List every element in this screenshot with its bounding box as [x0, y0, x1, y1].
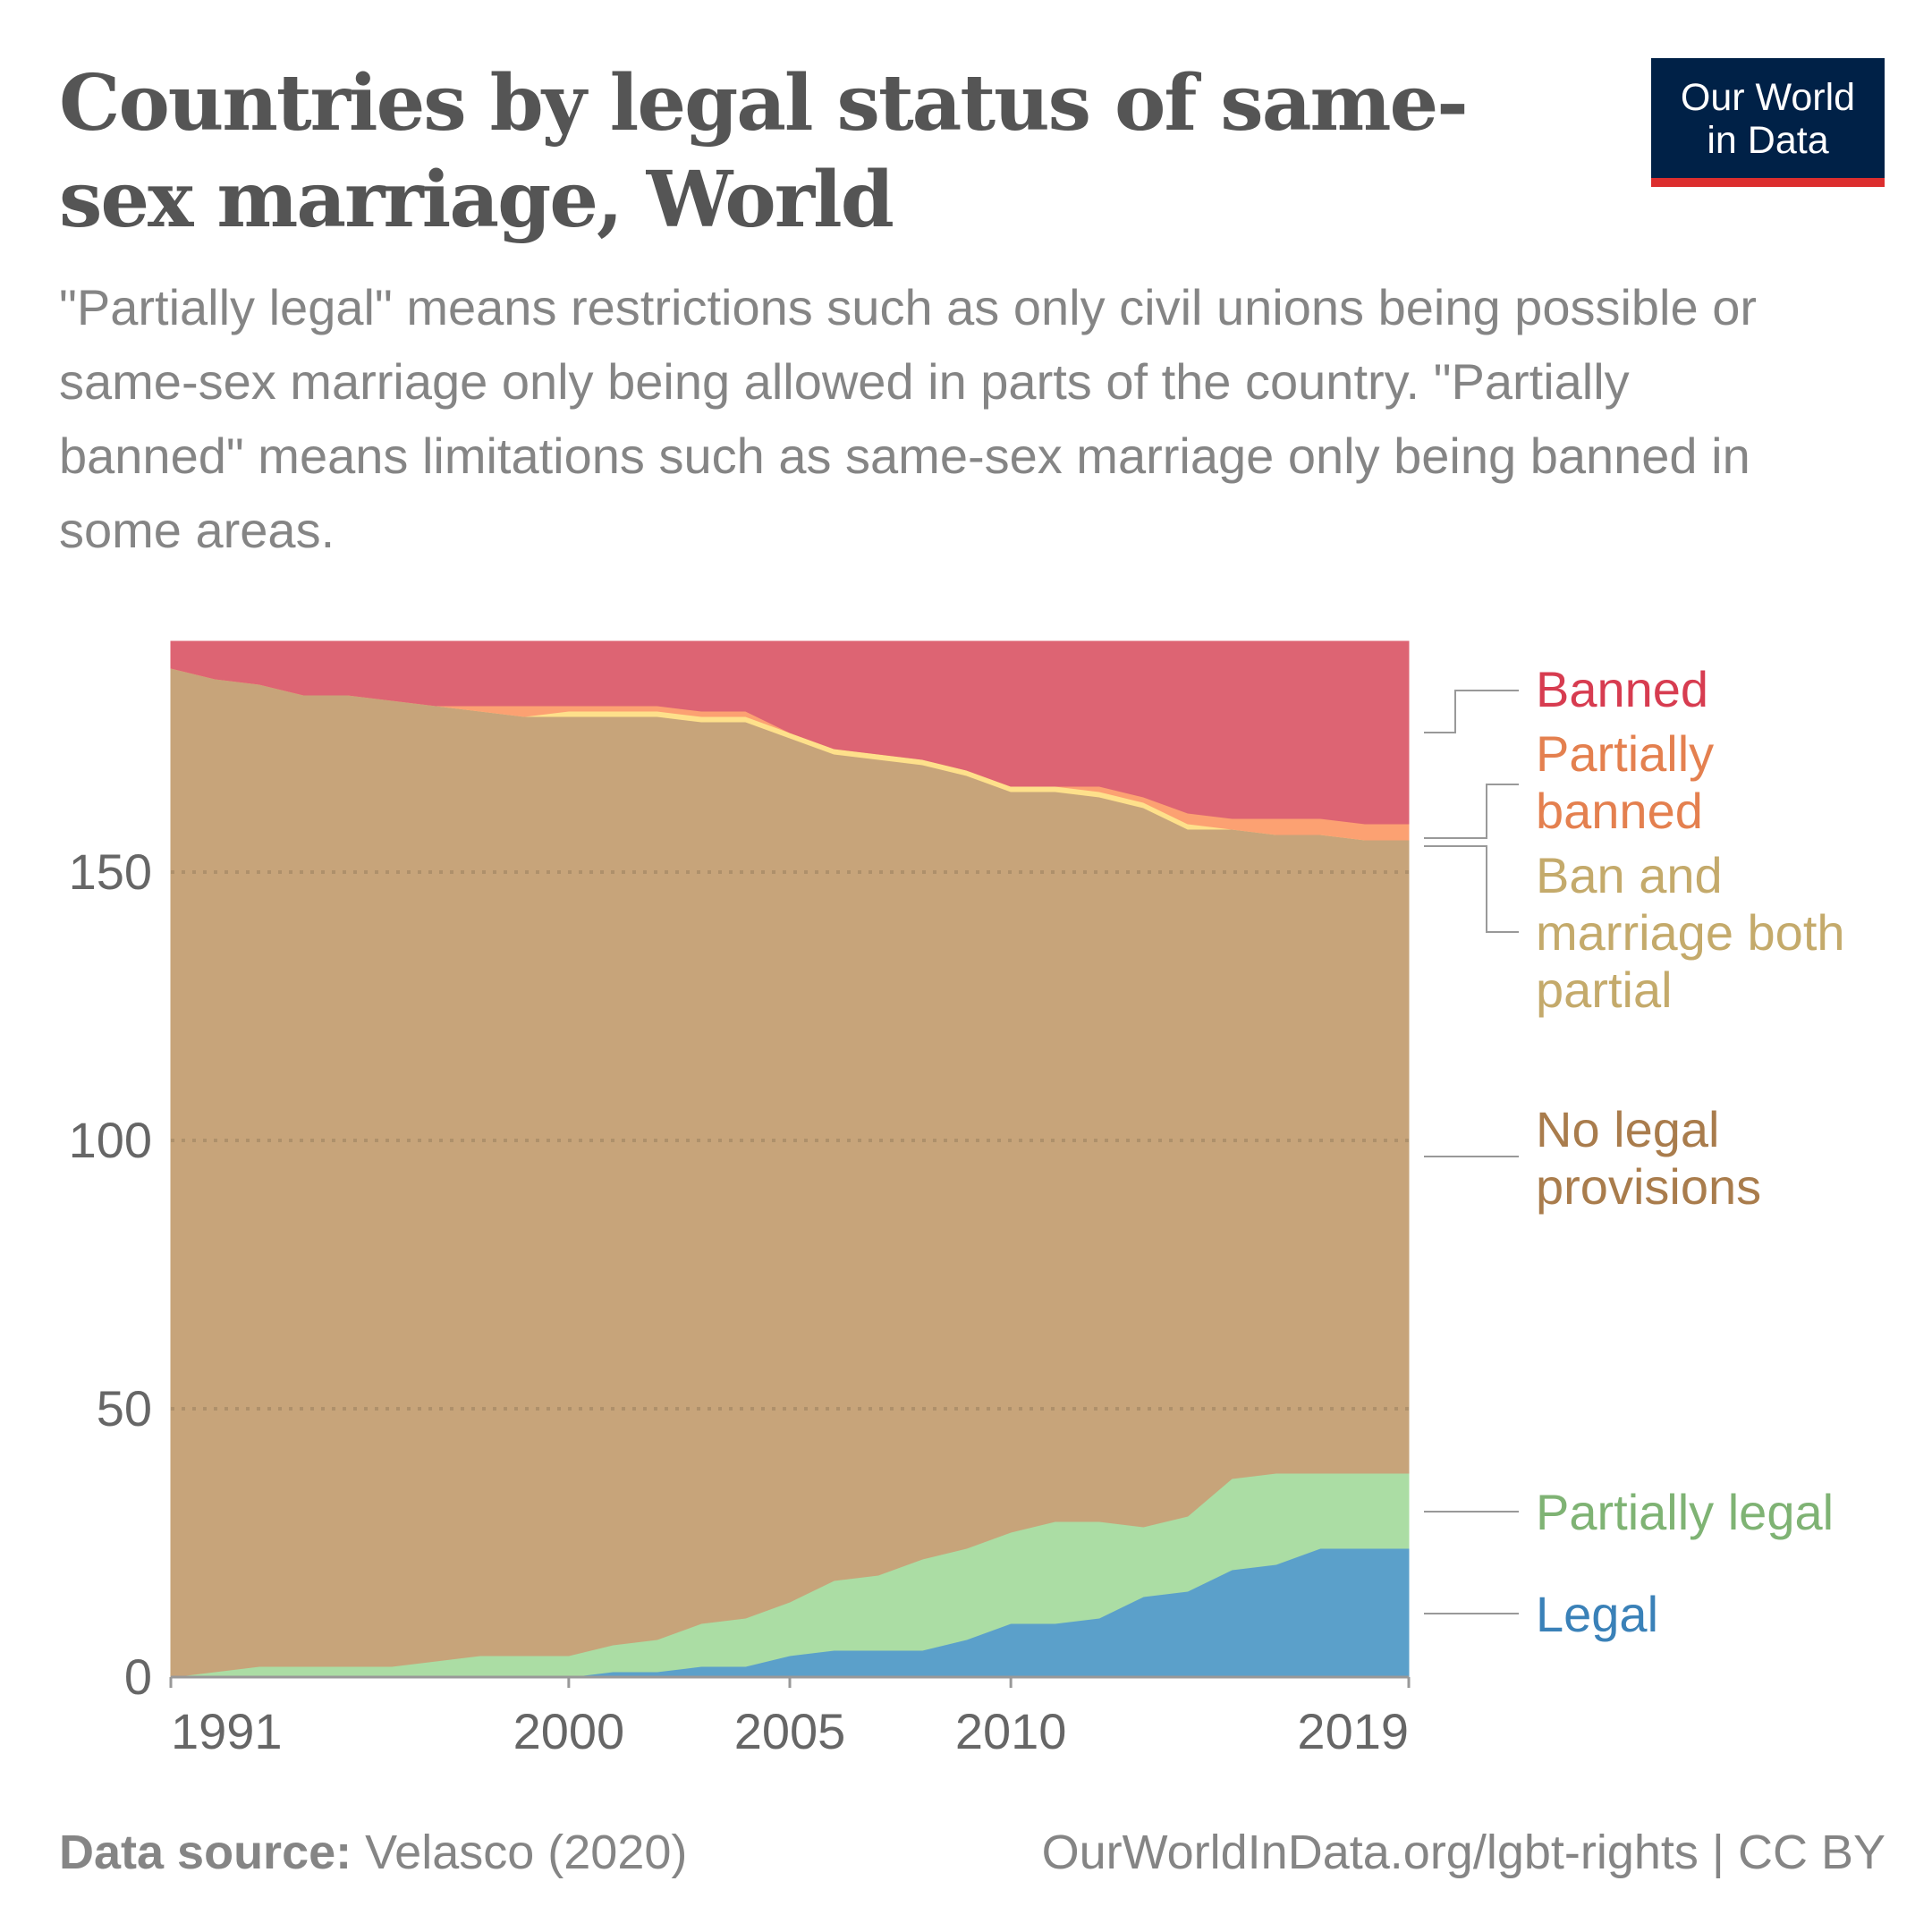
logo-line-1: Our World [1680, 76, 1856, 119]
legend-connector [1424, 784, 1519, 839]
legend-label-line: provisions [1536, 1158, 1761, 1215]
legend-label[interactable]: Ban and marriage both partialBan andmarr… [1536, 847, 1845, 1018]
legend-label[interactable]: Partially bannedPartiallybanned [1536, 725, 1714, 839]
x-tick-label: 1991 [171, 1703, 283, 1759]
chart-subtitle: "Partially legal" means restrictions suc… [59, 279, 1757, 558]
legend-label[interactable]: Partially legalPartially legal [1536, 1484, 1834, 1540]
y-tick-label: 50 [97, 1380, 152, 1436]
legend-label-line: Legal [1536, 1586, 1658, 1642]
legend: LegalLegal Partially legalPartially legal… [1424, 661, 1845, 1642]
legend-label[interactable]: LegalLegal [1536, 1586, 1658, 1642]
chart-title: Countries by legal status of same-sex ma… [59, 58, 1469, 245]
y-tick-label: 0 [124, 1648, 152, 1705]
x-tick-label: 2005 [734, 1703, 846, 1759]
data-source: Data source: Velasco (2020) [59, 1825, 687, 1880]
source-value: Velasco (2020) [365, 1826, 688, 1879]
x-tick-label: 2010 [955, 1703, 1067, 1759]
source-label: Data source: [59, 1826, 352, 1879]
url-license[interactable]: OurWorldInData.org/lgbt-rights | CC BY [1041, 1826, 1885, 1879]
legend-label-line: Banned [1536, 661, 1708, 717]
areas [170, 640, 1410, 1678]
legend-label-line: banned [1536, 783, 1703, 839]
area-banned[interactable] [170, 640, 1410, 825]
logo-red-bar [1651, 178, 1885, 187]
logo-line-2: in Data [1707, 119, 1829, 162]
legend-label-line: Partially legal [1536, 1484, 1834, 1540]
legend-label-line: Ban and [1536, 847, 1723, 903]
legend-label-line: No legal [1536, 1101, 1719, 1157]
owid-logo[interactable]: Our World in Data [1651, 58, 1885, 187]
legend-connector [1424, 845, 1519, 933]
x-tick-label: 2019 [1297, 1703, 1409, 1759]
legend-label-line: marriage both [1536, 904, 1845, 961]
legend-label-line: Partially [1536, 725, 1714, 782]
x-tick-label: 2000 [513, 1703, 625, 1759]
legend-label-line: partial [1536, 962, 1673, 1018]
legend-connector [1424, 690, 1519, 733]
axes: 0 50 100 150 1991 2000 2005 2010 2019 [69, 843, 1411, 1759]
legend-label[interactable]: BannedBanned [1536, 661, 1708, 717]
gridlines [171, 870, 1409, 1411]
y-tick-label: 150 [69, 843, 152, 900]
y-tick-label: 100 [69, 1112, 152, 1168]
